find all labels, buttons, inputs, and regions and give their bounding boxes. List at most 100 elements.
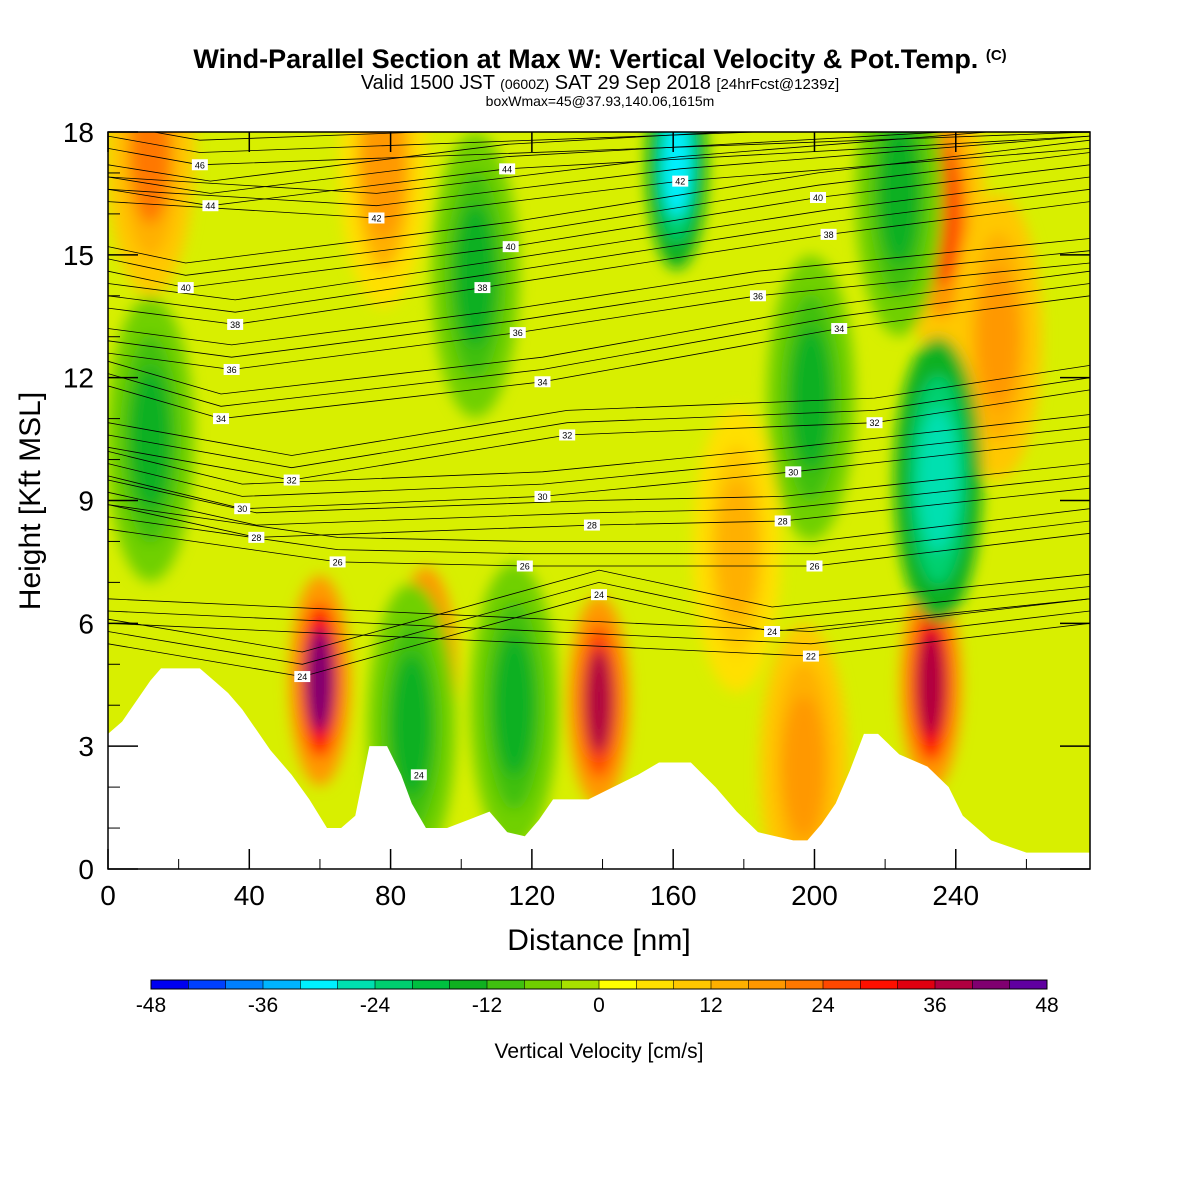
contour-label: 30 xyxy=(234,503,251,515)
isentrope-line xyxy=(108,463,1090,514)
contour-label: 24 xyxy=(410,769,427,781)
isentrope-line xyxy=(108,176,1090,301)
y-tick-label: 15 xyxy=(63,240,94,271)
contour-label: 28 xyxy=(774,515,791,527)
isentrope-line xyxy=(108,598,1090,632)
x-tick-label: 120 xyxy=(509,880,556,911)
colorbar-swatch xyxy=(823,980,861,989)
x-tick-label: 40 xyxy=(234,880,265,911)
contour-label-text: 30 xyxy=(537,492,547,502)
colorbar-tick-label: 0 xyxy=(593,994,605,1017)
isentrope-line xyxy=(108,283,1090,407)
colorbar-swatch xyxy=(188,980,227,989)
contour-label-text: 38 xyxy=(824,230,834,240)
contour-label-text: 30 xyxy=(237,504,247,514)
contour-label-text: 34 xyxy=(834,324,844,334)
isentrope-line xyxy=(108,132,733,182)
contour-label-text: 34 xyxy=(216,414,226,424)
colorbar-tick-label: -24 xyxy=(360,994,391,1017)
isentrope-line xyxy=(108,426,1090,497)
colorbar-swatch xyxy=(599,980,637,989)
colorbar-swatch xyxy=(561,980,600,989)
contour-label-text: 24 xyxy=(414,770,424,780)
chart-box-info: boxWmax=45@37.93,140.06,1615m xyxy=(485,93,715,109)
isentrope-line xyxy=(108,135,1090,207)
isentrope-line xyxy=(108,188,1090,313)
colorbar-swatch xyxy=(449,980,488,989)
contour-label: 36 xyxy=(223,363,240,375)
isentrope-line xyxy=(108,135,1090,207)
contour-label: 26 xyxy=(516,560,533,572)
velocity-cell-core xyxy=(494,633,535,777)
contour-label-text: 24 xyxy=(767,627,777,637)
colorbar-tick-label: 48 xyxy=(1035,994,1058,1017)
colorbar-swatch xyxy=(524,980,563,989)
contour-label: 32 xyxy=(866,417,883,429)
velocity-cell-core xyxy=(130,132,171,224)
colorbar-swatch xyxy=(636,980,675,989)
isentrope-line xyxy=(108,377,1090,469)
velocity-cell-core xyxy=(716,478,757,621)
contour-label: 28 xyxy=(248,531,265,543)
contour-label-text: 40 xyxy=(181,283,191,293)
contour-label: 24 xyxy=(294,671,311,683)
y-tick-label: 0 xyxy=(78,854,94,885)
contour-label-text: 42 xyxy=(371,213,381,223)
contour-label-text: 38 xyxy=(477,283,487,293)
contour-label: 30 xyxy=(785,466,802,478)
y-tick-label: 6 xyxy=(78,608,94,639)
colorbar-tick-label: -36 xyxy=(248,994,278,1017)
y-tick-label: 9 xyxy=(78,486,94,517)
contour-label-text: 32 xyxy=(562,430,572,440)
isentrope-line xyxy=(108,610,1090,645)
isentrope-line xyxy=(108,504,1090,542)
y-tick-label: 18 xyxy=(63,117,94,148)
contour-label-text: 32 xyxy=(287,476,297,486)
colorbar-swatch xyxy=(711,980,749,989)
isentrope-line xyxy=(108,569,1090,653)
contour-label: 40 xyxy=(502,241,519,253)
isentrope-line xyxy=(108,581,1090,665)
contour-label-text: 36 xyxy=(513,328,523,338)
contour-label-text: 28 xyxy=(251,533,261,543)
contour-label: 38 xyxy=(474,282,491,294)
plot-area xyxy=(108,132,1090,869)
colorbar-swatch xyxy=(151,980,189,989)
contour-label: 44 xyxy=(499,163,516,175)
isentrope-line xyxy=(108,238,1090,346)
isentrope-line xyxy=(108,148,1090,219)
colorbar-label: Vertical Velocity [cm/s] xyxy=(495,1040,704,1063)
contour-label: 34 xyxy=(534,376,551,388)
contour-label-text: 40 xyxy=(506,242,516,252)
velocity-cell-core xyxy=(455,204,496,347)
contour-label: 34 xyxy=(831,323,848,335)
contour-label-text: 28 xyxy=(778,516,788,526)
isentrope-line xyxy=(108,475,1090,526)
contour-label-text: 28 xyxy=(587,521,597,531)
velocity-cell-core xyxy=(879,132,920,265)
colorbar-tick-label: 24 xyxy=(811,994,835,1017)
colorbar-tick-label: -48 xyxy=(136,994,166,1017)
velocity-cell-core xyxy=(130,367,171,511)
contour-label-text: 40 xyxy=(813,193,823,203)
colorbar-tick-label: -12 xyxy=(472,994,502,1017)
contour-label-text: 26 xyxy=(520,562,530,572)
isentrope-line xyxy=(108,414,1090,485)
isentrope-line xyxy=(108,132,952,194)
x-tick-label: 200 xyxy=(791,880,838,911)
colorbar-swatch xyxy=(1009,980,1048,989)
contour-label-text: 32 xyxy=(870,418,880,428)
contour-label: 42 xyxy=(368,212,385,224)
isentrope-line xyxy=(108,365,1090,456)
colorbar-swatch xyxy=(412,980,451,989)
contour-label: 42 xyxy=(672,175,689,187)
contour-label: 22 xyxy=(802,650,819,662)
x-tick-label: 80 xyxy=(375,880,406,911)
contour-label-text: 36 xyxy=(753,291,763,301)
contour-label: 38 xyxy=(227,318,244,330)
velocity-cell-core xyxy=(783,695,824,838)
isentrope-line xyxy=(108,250,1090,358)
colorbar-swatch xyxy=(785,980,824,989)
contour-label: 36 xyxy=(509,327,526,339)
